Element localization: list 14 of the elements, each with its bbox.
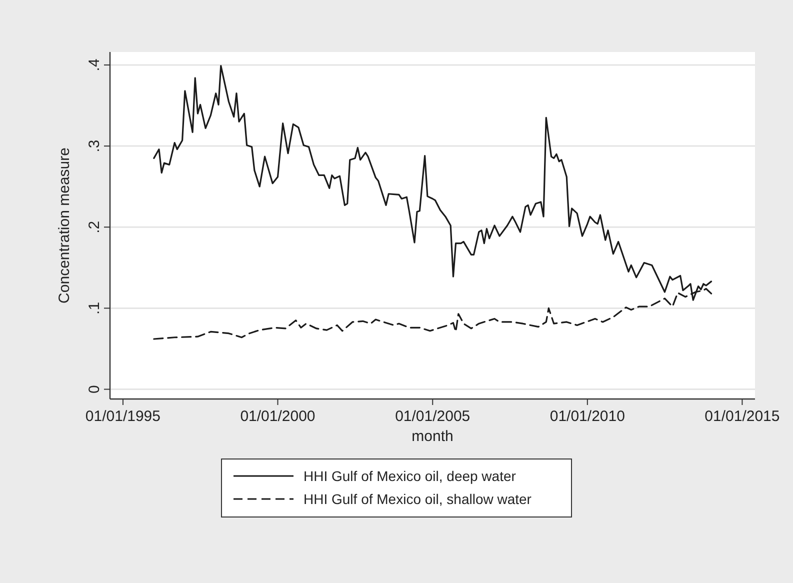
x-axis-title: month bbox=[412, 428, 454, 445]
x-tick-label: 01/01/2010 bbox=[550, 408, 625, 425]
legend-label: HHI Gulf of Mexico oil, deep water bbox=[304, 468, 516, 484]
x-tick-label: 01/01/2005 bbox=[395, 408, 470, 425]
y-tick-label: 0 bbox=[86, 385, 103, 394]
x-tick-label: 01/01/2015 bbox=[704, 408, 780, 425]
x-tick-label: 01/01/2000 bbox=[240, 408, 316, 425]
y-tick-label: .3 bbox=[86, 140, 103, 152]
legend-label: HHI Gulf of Mexico oil, shallow water bbox=[304, 491, 532, 507]
y-tick-label: .1 bbox=[86, 302, 103, 314]
y-tick-label: .4 bbox=[86, 58, 103, 72]
x-tick-label: 01/01/1995 bbox=[85, 408, 161, 425]
y-tick-label: .2 bbox=[86, 220, 103, 234]
y-axis-title: Concentration measure bbox=[56, 148, 73, 304]
